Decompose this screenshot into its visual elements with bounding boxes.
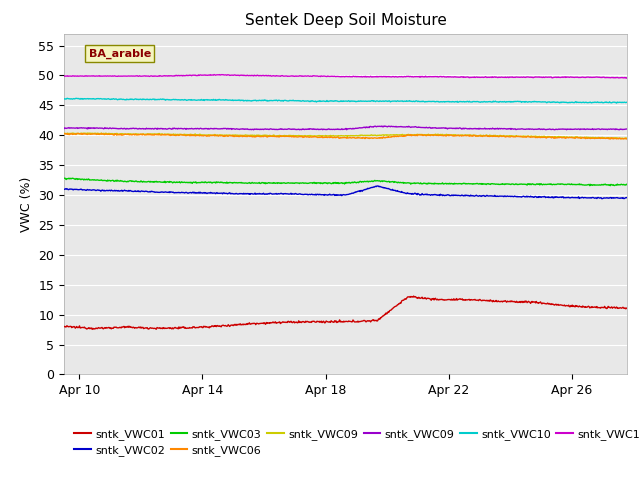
Text: BA_arable: BA_arable xyxy=(88,48,151,59)
Legend: sntk_VWC01, sntk_VWC02, sntk_VWC03, sntk_VWC06, sntk_VWC09, sntk_VWC09, sntk_VWC: sntk_VWC01, sntk_VWC02, sntk_VWC03, sntk… xyxy=(70,424,640,460)
Y-axis label: VWC (%): VWC (%) xyxy=(20,176,33,232)
Title: Sentek Deep Soil Moisture: Sentek Deep Soil Moisture xyxy=(244,13,447,28)
